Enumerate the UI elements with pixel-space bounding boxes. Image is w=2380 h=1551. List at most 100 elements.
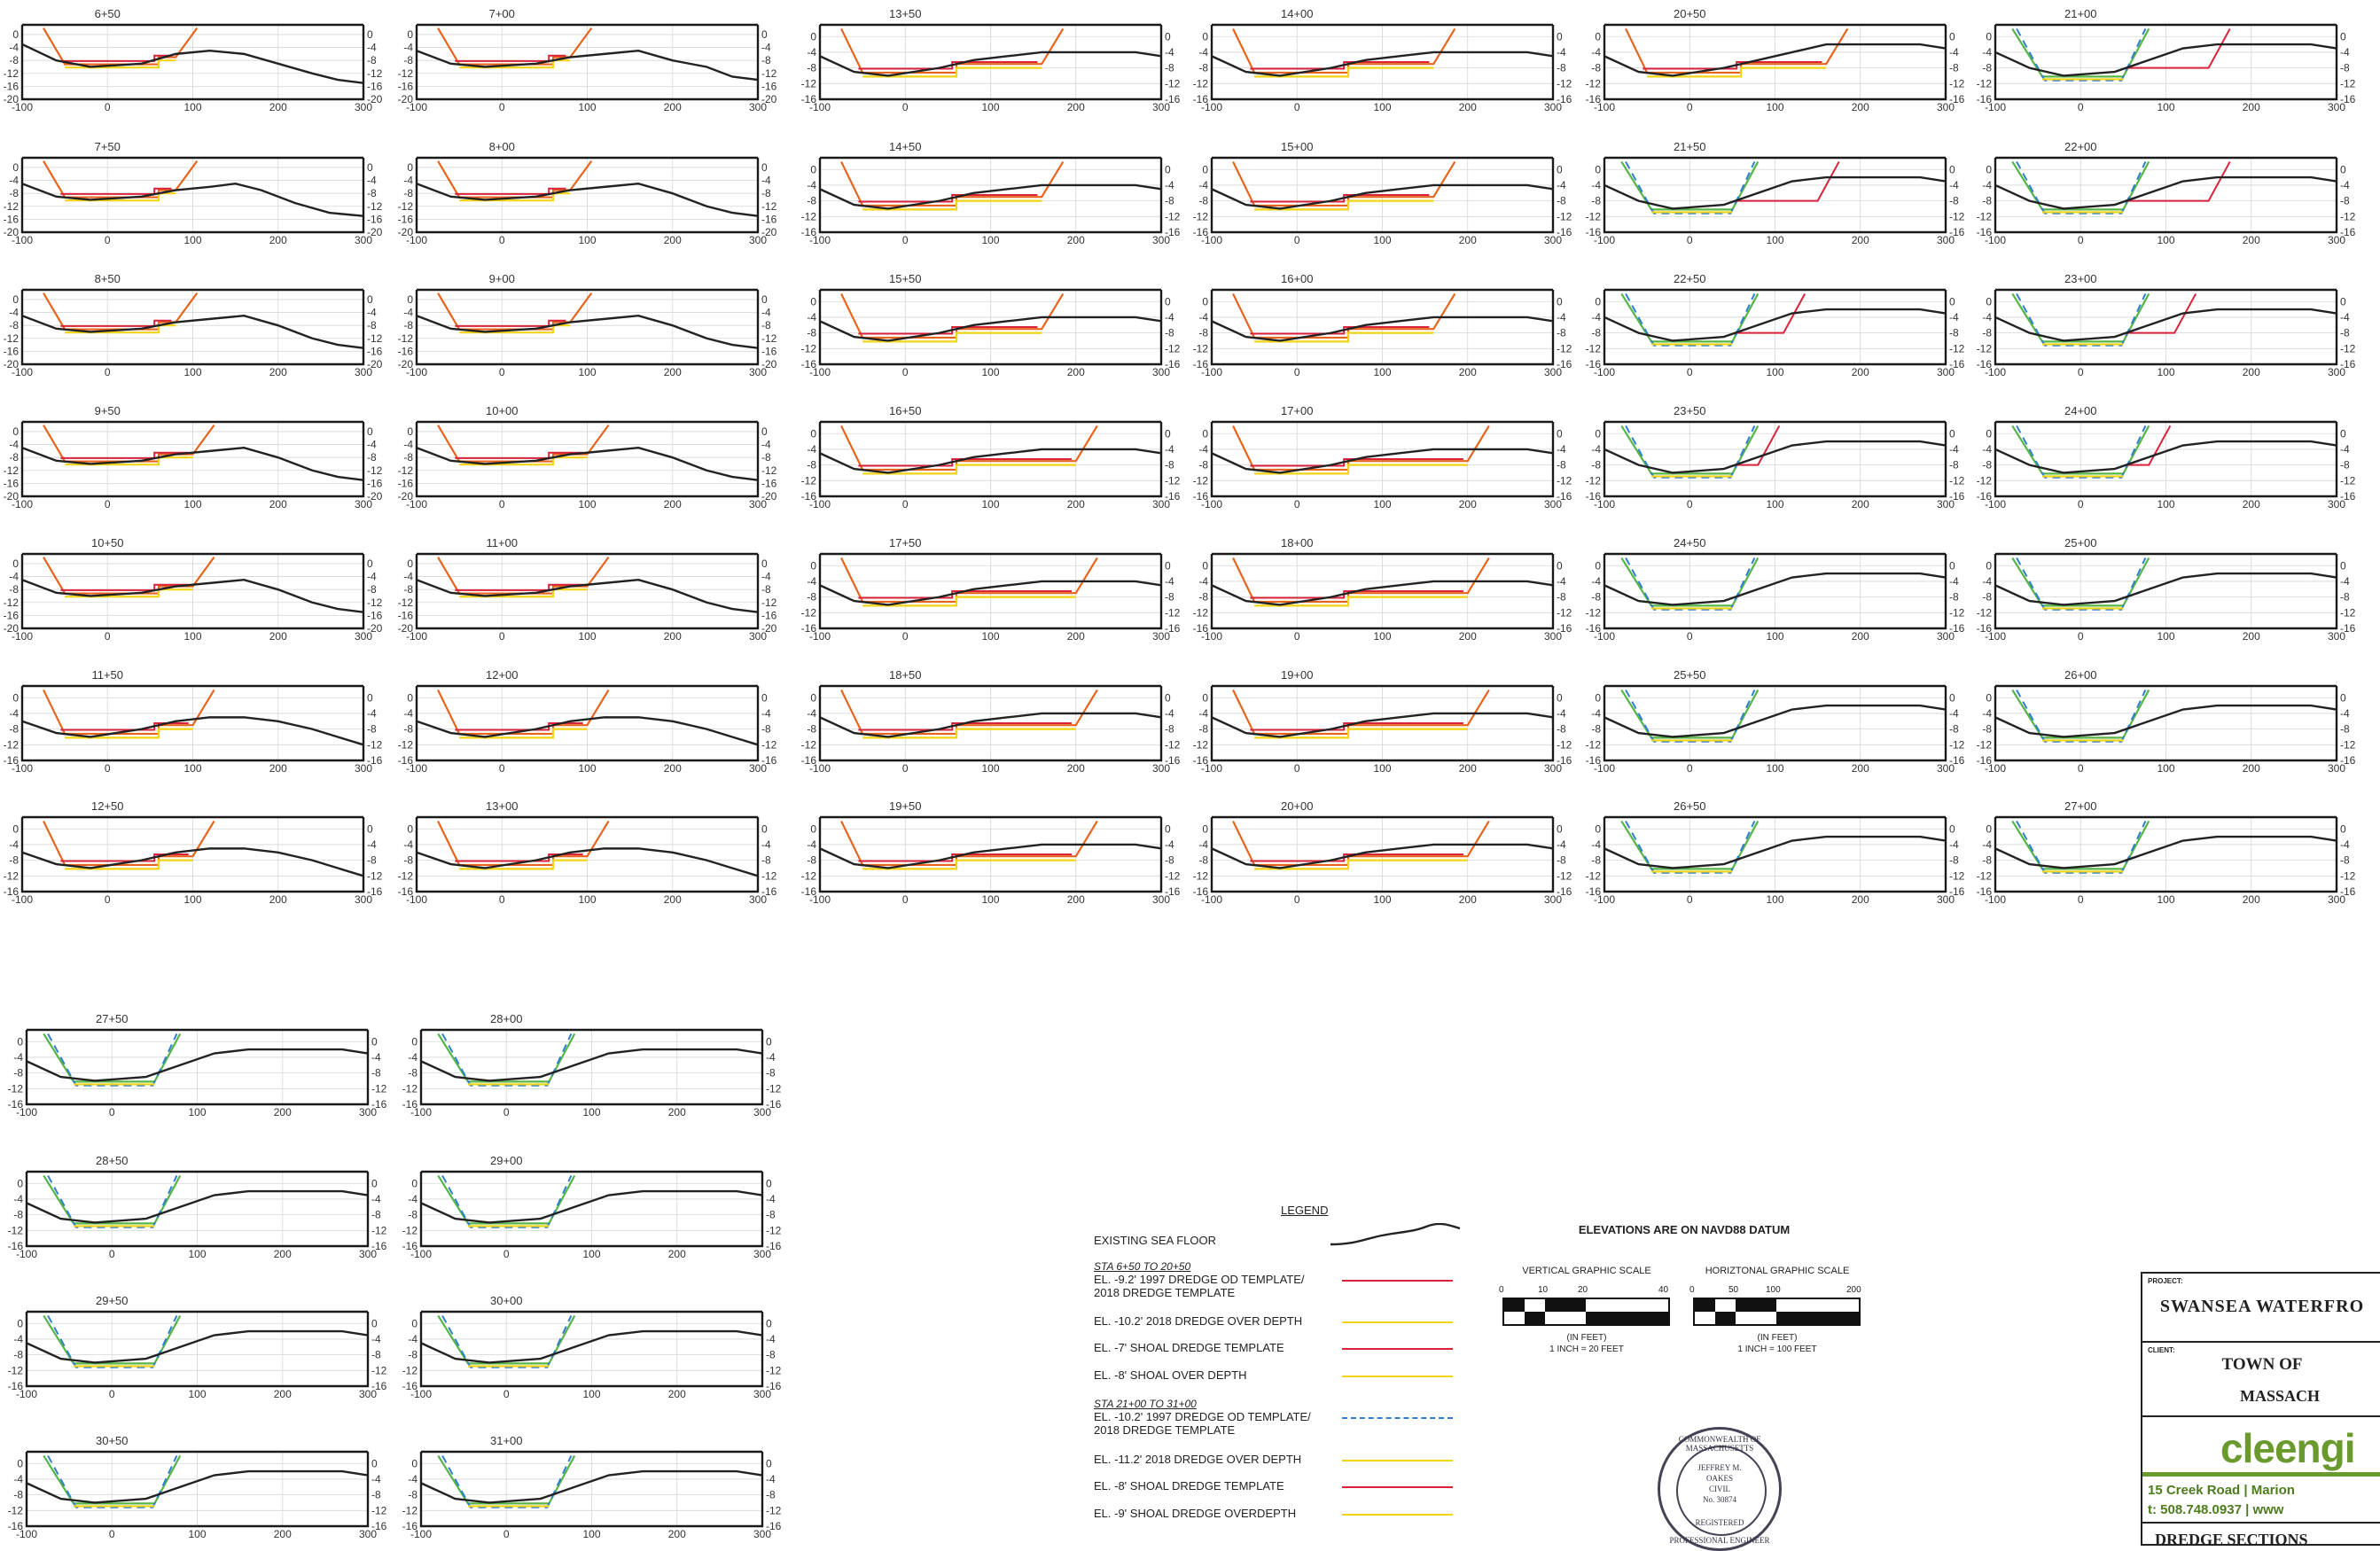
y-tick-label-right: -4: [2340, 707, 2350, 720]
y-tick-label-left: -12: [1193, 869, 1209, 882]
y-tick-label-right: -8: [761, 187, 771, 199]
section-label-8+50: 8+50: [95, 272, 121, 285]
y-tick-label-left: -12: [1977, 474, 1993, 487]
x-tick-label: 200: [2243, 762, 2260, 775]
y-tick-label-right: -4: [761, 707, 771, 720]
x-tick-label: 200: [664, 762, 682, 775]
x-tick-label: 0: [902, 498, 909, 511]
x-tick-label: -100: [410, 1528, 432, 1540]
y-tick-label-right: -12: [1949, 77, 1965, 90]
y-tick-label-left: -4: [807, 838, 816, 851]
y-tick-label-left: -20: [4, 226, 20, 238]
x-tick-label: 300: [749, 498, 767, 511]
shoal-template-line: [437, 1174, 576, 1225]
template-inner-line: [60, 187, 172, 195]
legend-a2-label: EL. -10.2' 2018 DREDGE OVER DEPTH: [1094, 1314, 1303, 1328]
y-tick-label-right: -4: [1949, 443, 1959, 456]
y-tick-label-left: -12: [4, 332, 20, 345]
section-axes: [25, 1172, 370, 1248]
y-tick-label-left: 0: [407, 161, 413, 174]
y-tick-label-right: -12: [766, 1082, 782, 1095]
x-tick-label: 100: [2157, 498, 2174, 511]
y-tick-label-right: -8: [371, 1349, 381, 1361]
y-tick-label-left: 0: [810, 163, 816, 175]
x-tick-label: 300: [1937, 234, 1955, 246]
y-tick-label-left: -4: [13, 1193, 23, 1205]
x-tick-label: 200: [1852, 101, 1869, 113]
shoal-template-line: [1620, 689, 1760, 739]
shoal-dredge-template-line: [2127, 292, 2197, 334]
y-tick-label-right: -8: [2340, 591, 2350, 604]
x-tick-label: 200: [274, 1528, 292, 1540]
y-tick-label-right: 0: [2340, 691, 2346, 704]
y-tick-label-right: -8: [761, 54, 771, 66]
x-tick-label: 100: [1766, 630, 1783, 643]
y-tick-label-left: 0: [17, 1177, 23, 1189]
existing-sea-floor-line: [1994, 308, 2337, 342]
x-tick-label: 100: [183, 498, 201, 511]
section-label-9+50: 9+50: [95, 404, 121, 417]
x-tick-label: 0: [902, 101, 909, 113]
y-tick-label-left: -4: [1198, 443, 1208, 456]
y-tick-label-left: -4: [807, 575, 816, 588]
y-tick-label-left: -20: [398, 226, 414, 238]
y-tick-label-left: -16: [8, 1380, 24, 1392]
x-tick-label: 0: [2078, 498, 2084, 511]
y-tick-label-left: -8: [9, 54, 19, 66]
x-tick-label: 300: [1544, 366, 1562, 378]
title-block-client: CLIENT: TOWN OF MASSACH: [2142, 1343, 2380, 1417]
y-tick-label-right: -4: [367, 42, 377, 54]
x-tick-label: 200: [2243, 893, 2260, 906]
firm-address: 15 Creek Road | Marion: [2148, 1483, 2295, 1498]
over-depth-line: [459, 59, 571, 69]
legend: LEGEND EXISTING SEA FLOOR STA 6+50 TO 20…: [1090, 1196, 1463, 1533]
y-tick-label-left: 0: [1202, 427, 1208, 440]
y-tick-label-right: 0: [761, 691, 768, 704]
x-tick-label: 200: [1067, 893, 1085, 906]
shoal-template-line: [43, 1033, 182, 1083]
existing-sea-floor-line: [416, 847, 759, 877]
shoal-template-line: [43, 1314, 182, 1365]
section-axes: [1603, 817, 1947, 893]
y-tick-label-right: 0: [367, 425, 373, 438]
y-tick-label-right: 0: [1165, 822, 1171, 835]
x-tick-label: -100: [1201, 498, 1222, 511]
y-tick-label-left: 0: [810, 691, 816, 704]
existing-sea-floor-line: [420, 1329, 763, 1364]
y-tick-label-right: -8: [1949, 62, 1959, 74]
x-tick-label: 100: [578, 366, 596, 378]
x-tick-label: 100: [578, 762, 596, 775]
section-axes: [818, 290, 1163, 366]
section-axes: [1603, 158, 1947, 234]
y-tick-label-left: 0: [1202, 30, 1208, 43]
dredge-template-1997-line: [1625, 820, 1756, 874]
x-tick-label: 200: [2243, 366, 2260, 378]
y-tick-label-right: -8: [2340, 723, 2350, 736]
existing-sea-floor-line: [1604, 572, 1947, 606]
x-tick-label: -100: [406, 498, 427, 511]
y-tick-label-right: 0: [367, 293, 373, 306]
engineer-seal-inner-ring: [1676, 1446, 1767, 1536]
y-tick-label-right: 0: [2340, 559, 2346, 572]
y-tick-label-left: 0: [407, 293, 413, 306]
section-label-12+50: 12+50: [91, 799, 124, 813]
y-tick-label-left: 0: [1202, 295, 1208, 308]
x-tick-label: 300: [355, 893, 372, 906]
x-tick-label: -100: [406, 762, 427, 775]
x-tick-label: 300: [1544, 101, 1562, 113]
y-tick-label-right: -12: [761, 738, 777, 751]
y-tick-label-left: -12: [801, 77, 817, 90]
y-tick-label-left: -16: [1193, 622, 1209, 635]
y-tick-label-right: -12: [1949, 738, 1965, 751]
y-tick-label-left: -4: [403, 707, 413, 720]
x-tick-label: 300: [2328, 762, 2345, 775]
y-tick-label-left: -8: [403, 54, 413, 66]
dredge-template-line: [43, 425, 215, 463]
x-tick-label: -100: [1201, 630, 1222, 643]
dredge-template-1997-line: [1625, 689, 1756, 743]
x-tick-label: 0: [1294, 893, 1300, 906]
section-label-15+00: 15+00: [1281, 140, 1314, 153]
vertical-scale-n3: 40: [1658, 1285, 1669, 1295]
section-axes: [415, 686, 760, 762]
y-tick-label-left: -16: [1586, 754, 1602, 767]
